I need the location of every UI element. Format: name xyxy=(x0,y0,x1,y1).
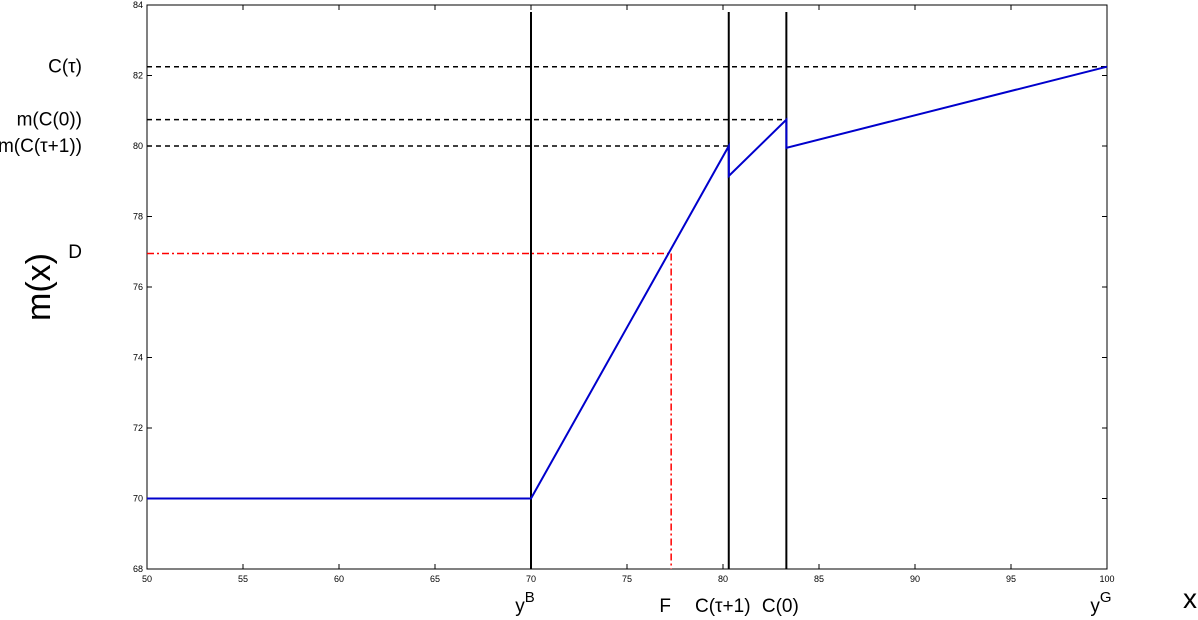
y-annotation: m(C(τ+1)) xyxy=(0,136,82,157)
y-tick-label: 76 xyxy=(133,282,143,292)
y-annotation: m(C(0)) xyxy=(17,110,82,131)
x-annotation: C(0) xyxy=(762,596,799,617)
x-annotation-base: C(τ+1) xyxy=(695,596,751,617)
y-axis-label: m(x) xyxy=(20,253,58,321)
x-annotation-superscript: G xyxy=(1100,589,1112,606)
y-tick-label: 82 xyxy=(133,71,143,81)
y-annotation: C(τ) xyxy=(48,57,82,78)
y-tick-label: 74 xyxy=(133,353,143,363)
y-tick-label: 68 xyxy=(133,564,143,574)
x-annotation: F xyxy=(659,596,671,617)
x-tick-label: 60 xyxy=(334,574,344,584)
y-annotation: D xyxy=(68,242,82,263)
x-tick-label: 80 xyxy=(718,574,728,584)
x-axis-label: x xyxy=(1183,583,1197,614)
plot-area xyxy=(146,4,1108,570)
x-tick-label: 55 xyxy=(238,574,248,584)
x-annotation: yB xyxy=(515,589,535,617)
y-tick-label: 72 xyxy=(133,423,143,433)
x-annotation: yG xyxy=(1090,589,1111,617)
y-tick-label: 70 xyxy=(133,494,143,504)
x-annotation-base: y xyxy=(515,596,525,617)
x-tick-label: 65 xyxy=(430,574,440,584)
x-annotation: C(τ+1) xyxy=(695,596,751,617)
x-tick-label: 50 xyxy=(142,574,152,584)
x-tick-label: 75 xyxy=(622,574,632,584)
x-tick-label: 90 xyxy=(910,574,920,584)
x-tick-label: 100 xyxy=(1099,574,1114,584)
y-tick-label: 84 xyxy=(133,0,143,10)
y-tick-label: 80 xyxy=(133,141,143,151)
x-tick-label: 85 xyxy=(814,574,824,584)
x-tick-label: 70 xyxy=(526,574,536,584)
x-tick-label: 95 xyxy=(1006,574,1016,584)
x-annotation-base: y xyxy=(1090,596,1100,617)
x-annotation-superscript: B xyxy=(525,589,535,606)
series-line xyxy=(147,65,1108,500)
y-tick-label: 78 xyxy=(133,212,143,222)
x-annotation-base: C(0) xyxy=(762,596,799,617)
x-annotation-base: F xyxy=(659,596,671,617)
